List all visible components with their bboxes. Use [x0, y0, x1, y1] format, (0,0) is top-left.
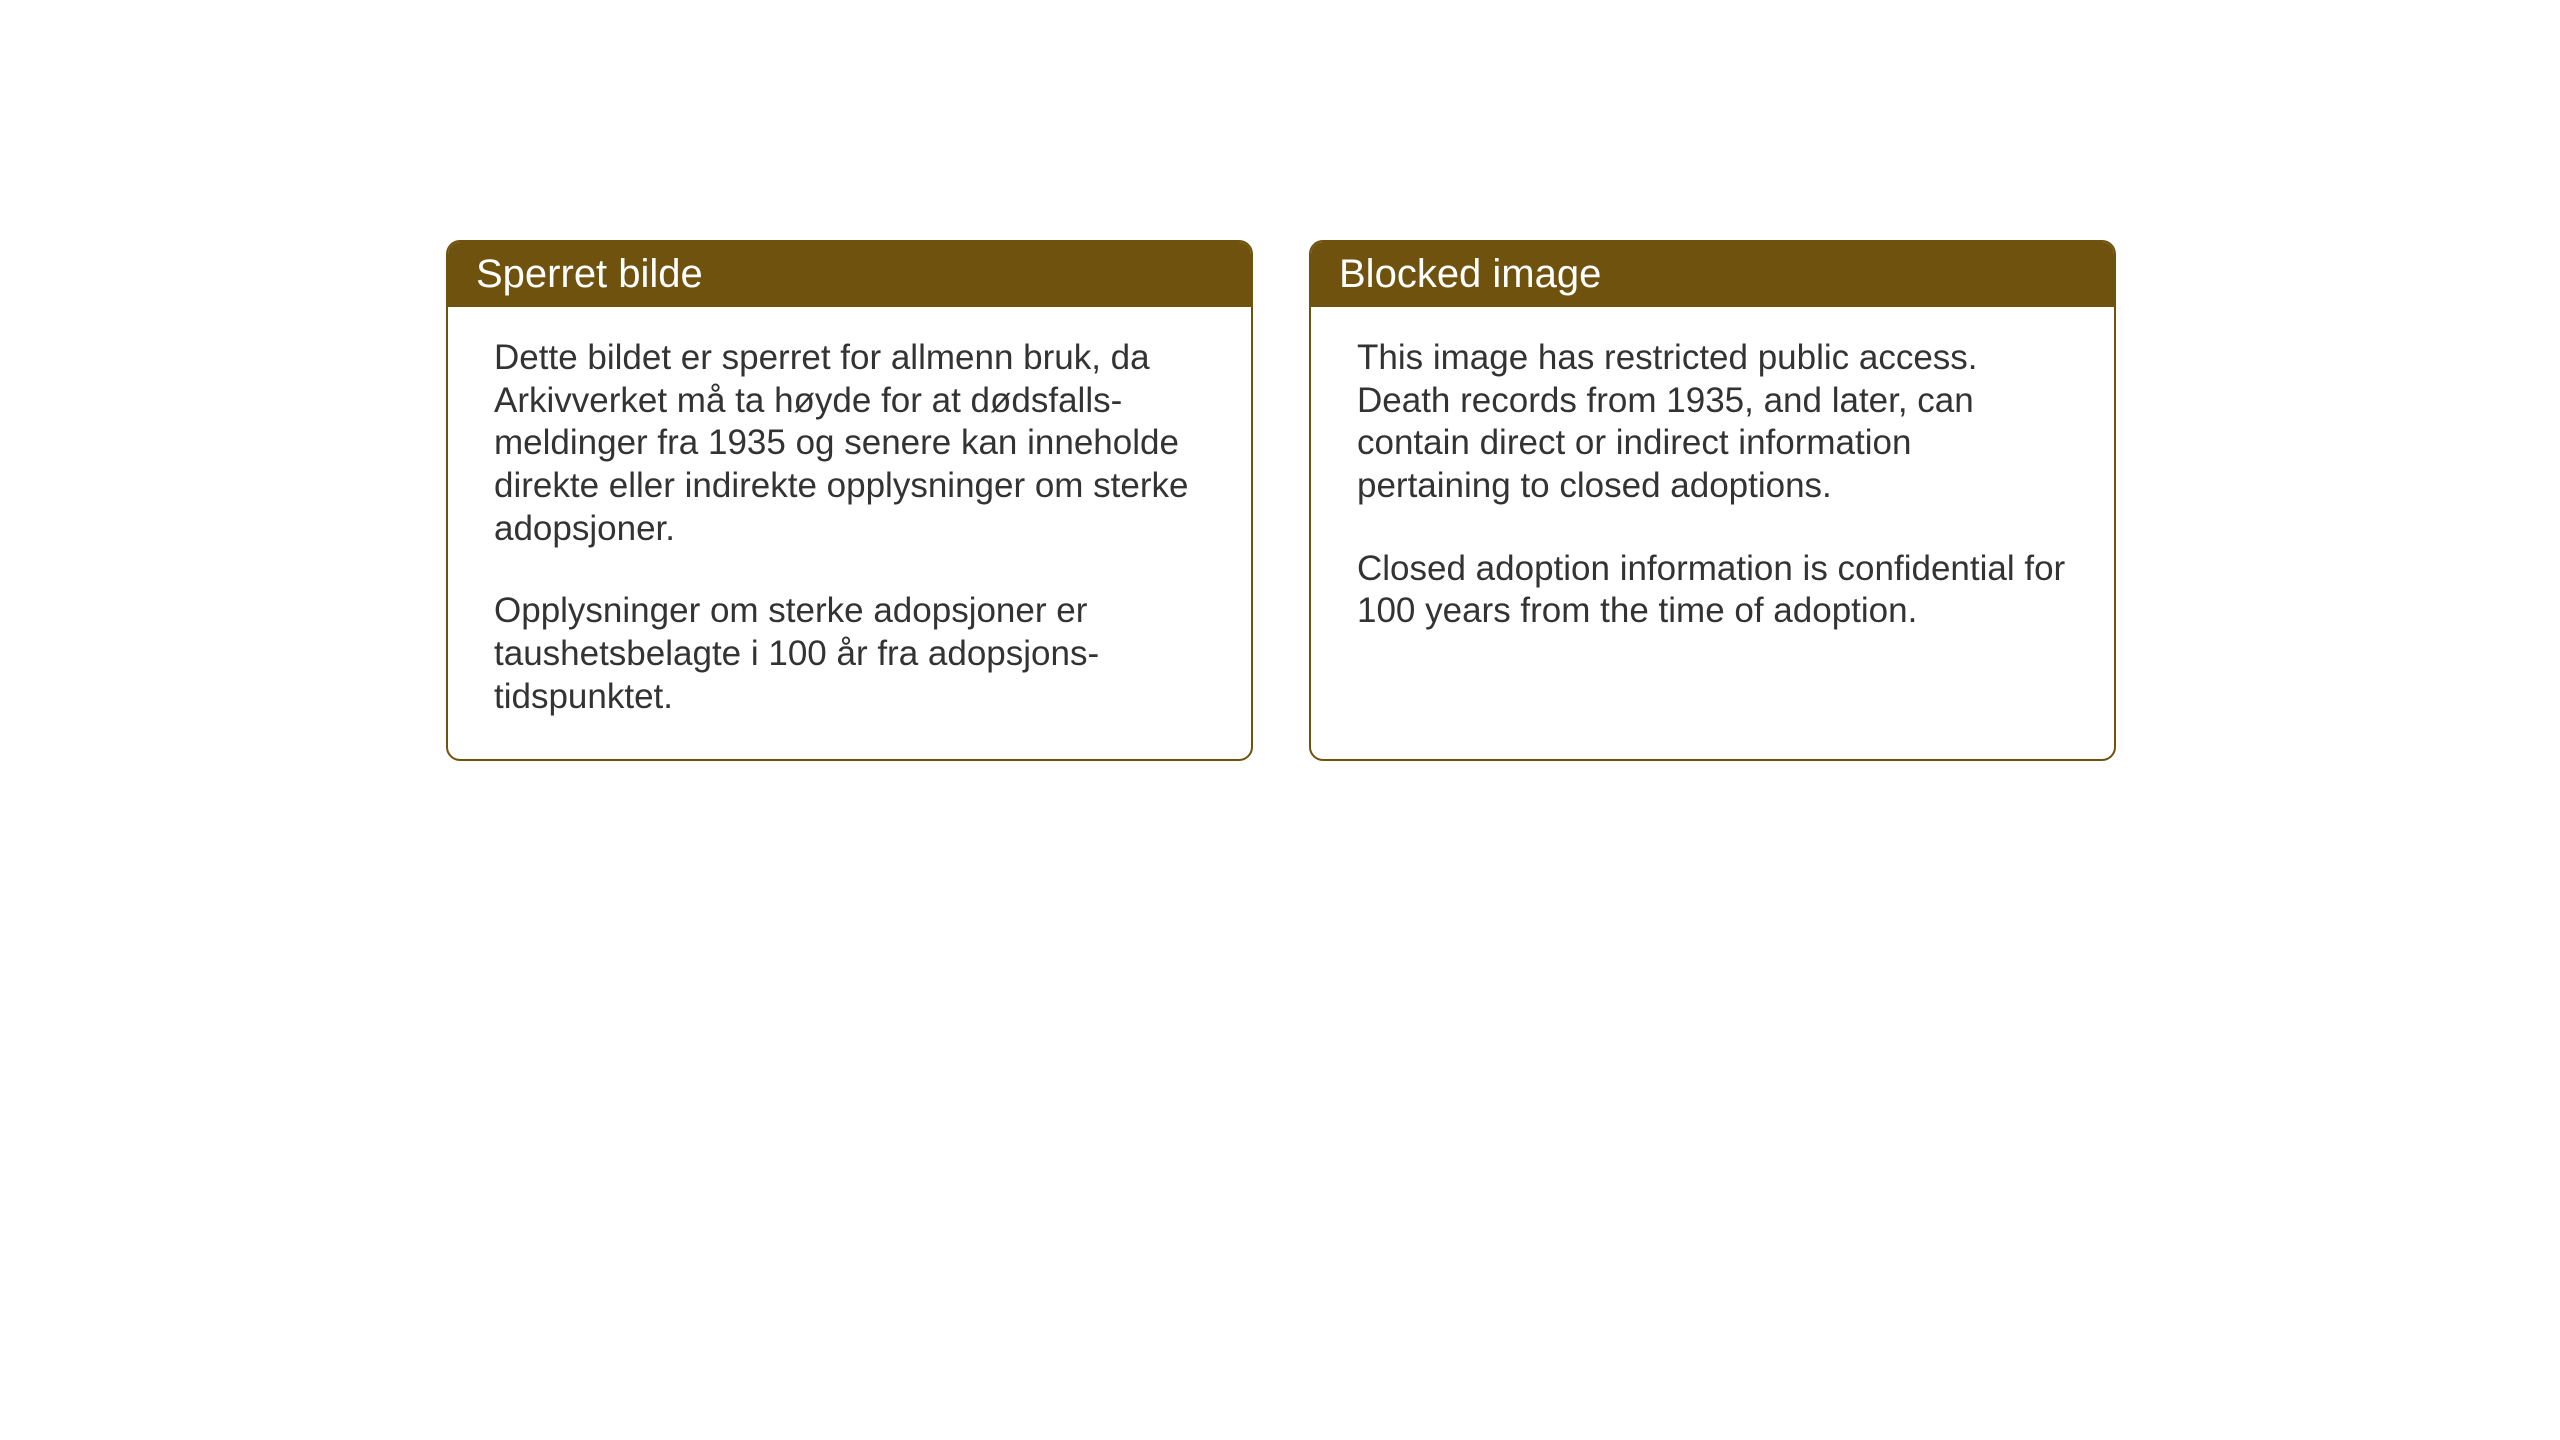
notice-container: Sperret bilde Dette bildet er sperret fo… — [446, 240, 2116, 761]
panel-paragraph: This image has restricted public access.… — [1357, 337, 2068, 508]
panel-paragraph: Dette bildet er sperret for allmenn bruk… — [494, 337, 1205, 550]
notice-panel-english: Blocked image This image has restricted … — [1309, 240, 2116, 761]
panel-title-norwegian: Sperret bilde — [448, 242, 1251, 307]
panel-paragraph: Closed adoption information is confident… — [1357, 548, 2068, 633]
panel-title-english: Blocked image — [1311, 242, 2114, 307]
panel-paragraph: Opplysninger om sterke adopsjoner er tau… — [494, 590, 1205, 718]
panel-body-english: This image has restricted public access.… — [1311, 307, 2114, 673]
notice-panel-norwegian: Sperret bilde Dette bildet er sperret fo… — [446, 240, 1253, 761]
panel-body-norwegian: Dette bildet er sperret for allmenn bruk… — [448, 307, 1251, 759]
